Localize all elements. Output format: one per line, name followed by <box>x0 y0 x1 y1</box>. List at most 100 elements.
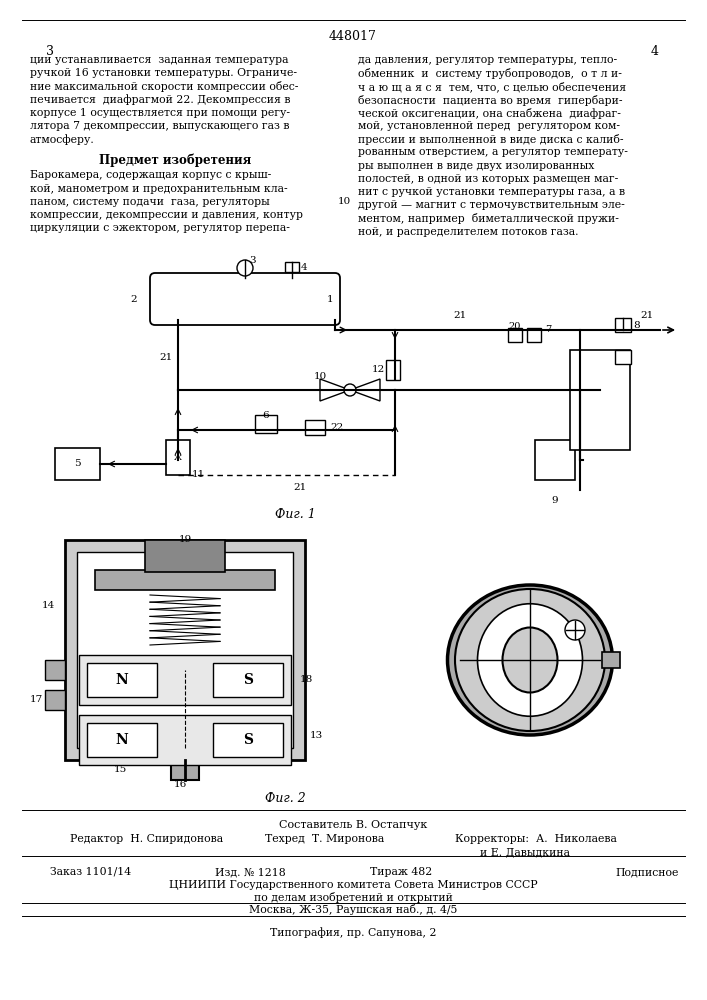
Text: 21: 21 <box>293 483 307 492</box>
Bar <box>95 570 275 590</box>
Text: 14: 14 <box>42 600 55 609</box>
Text: N: N <box>116 733 129 747</box>
Text: Подписное: Подписное <box>615 867 679 877</box>
Text: паном, систему подачи  газа, регуляторы: паном, систему подачи газа, регуляторы <box>30 197 270 207</box>
Text: 5: 5 <box>74 460 81 468</box>
Bar <box>87 663 157 697</box>
Ellipse shape <box>503 628 558 692</box>
Text: ч а ю щ а я с я  тем, что, с целью обеспечения: ч а ю щ а я с я тем, что, с целью обеспе… <box>358 81 626 92</box>
Text: 21: 21 <box>453 311 467 320</box>
Text: полостей, в одной из которых размещен маг-: полостей, в одной из которых размещен ма… <box>358 174 618 184</box>
Bar <box>171 760 199 780</box>
Text: нит с ручкой установки температуры газа, а в: нит с ручкой установки температуры газа,… <box>358 187 625 197</box>
Text: безопасности  пациента во время  гипербари-: безопасности пациента во время гипербари… <box>358 95 622 106</box>
Bar <box>79 655 291 705</box>
Text: Корректоры:  А.  Николаева: Корректоры: А. Николаева <box>455 834 617 844</box>
Text: 12: 12 <box>372 365 385 374</box>
Bar <box>79 715 291 765</box>
Text: 4: 4 <box>301 262 308 271</box>
Ellipse shape <box>448 585 612 735</box>
Text: 15: 15 <box>113 766 127 774</box>
FancyBboxPatch shape <box>150 273 340 325</box>
Ellipse shape <box>477 604 583 716</box>
Circle shape <box>237 260 253 276</box>
Text: Изд. № 1218: Изд. № 1218 <box>215 867 286 877</box>
Bar <box>145 540 225 572</box>
Bar <box>87 723 157 757</box>
Bar <box>615 350 631 364</box>
Polygon shape <box>350 379 380 401</box>
Bar <box>615 318 631 332</box>
Text: 10: 10 <box>313 372 327 381</box>
Text: ручкой 16 установки температуры. Ограниче-: ручкой 16 установки температуры. Огранич… <box>30 68 297 78</box>
Text: 11: 11 <box>192 470 205 479</box>
Text: Составитель В. Остапчук: Составитель В. Остапчук <box>279 820 427 830</box>
Bar <box>255 415 277 433</box>
Text: Барокамера, содержащая корпус с крыш-: Барокамера, содержащая корпус с крыш- <box>30 170 271 180</box>
Text: 21: 21 <box>640 311 653 320</box>
Text: Типография, пр. Сапунова, 2: Типография, пр. Сапунова, 2 <box>270 927 436 938</box>
Bar <box>305 420 325 435</box>
Text: другой — магнит с термочувствительным эле-: другой — магнит с термочувствительным эл… <box>358 200 625 210</box>
Bar <box>527 328 541 342</box>
Text: 3: 3 <box>46 45 54 58</box>
Bar <box>213 663 283 697</box>
Text: и Е. Давыдкина: и Е. Давыдкина <box>480 847 570 857</box>
Text: ментом, например  биметаллической пружи-: ментом, например биметаллической пружи- <box>358 213 619 224</box>
Bar <box>45 690 65 710</box>
Text: 8: 8 <box>633 320 640 330</box>
Text: 13: 13 <box>310 730 323 740</box>
Text: 7: 7 <box>545 325 551 334</box>
Bar <box>55 448 100 480</box>
Bar <box>77 552 293 748</box>
Text: 16: 16 <box>173 780 187 789</box>
Text: S: S <box>243 673 253 687</box>
Text: Предмет изобретения: Предмет изобретения <box>99 153 251 167</box>
Text: рованным отверстием, а регулятор температу-: рованным отверстием, а регулятор темпера… <box>358 147 628 157</box>
Bar <box>386 360 400 380</box>
Text: 9: 9 <box>551 496 559 505</box>
Polygon shape <box>320 379 350 401</box>
Text: ции устанавливается  заданная температура: ции устанавливается заданная температура <box>30 55 288 65</box>
Bar <box>166 440 190 475</box>
Text: лятора 7 декомпрессии, выпускающего газ в: лятора 7 декомпрессии, выпускающего газ … <box>30 121 289 131</box>
Bar <box>213 723 283 757</box>
Text: 1: 1 <box>327 294 334 304</box>
Bar <box>570 350 630 450</box>
Text: Фиг. 2: Фиг. 2 <box>264 792 305 805</box>
Text: ние максимальной скорости компрессии обес-: ние максимальной скорости компрессии обе… <box>30 81 298 92</box>
Text: корпусе 1 осуществляется при помощи регу-: корпусе 1 осуществляется при помощи регу… <box>30 108 290 118</box>
Bar <box>65 540 305 760</box>
Text: печивается  диафрагмой 22. Декомпрессия в: печивается диафрагмой 22. Декомпрессия в <box>30 95 291 105</box>
Text: S: S <box>243 733 253 747</box>
Text: 3: 3 <box>249 256 256 265</box>
Text: Заказ 1101/14: Заказ 1101/14 <box>50 867 131 877</box>
Text: 19: 19 <box>178 535 192 544</box>
Text: 6: 6 <box>263 411 269 420</box>
Bar <box>508 328 522 342</box>
Text: атмосферу.: атмосферу. <box>30 134 95 145</box>
Circle shape <box>565 620 585 640</box>
Text: 10: 10 <box>337 197 351 206</box>
Text: ры выполнен в виде двух изолированных: ры выполнен в виде двух изолированных <box>358 161 595 171</box>
Text: 22: 22 <box>330 424 344 432</box>
Text: ЦНИИПИ Государственного комитета Совета Министров СССР: ЦНИИПИ Государственного комитета Совета … <box>169 880 537 890</box>
Text: 17: 17 <box>30 696 43 704</box>
Text: Ж: Ж <box>174 454 182 462</box>
Bar <box>156 757 214 763</box>
Text: обменник  и  систему трубопроводов,  о т л и-: обменник и систему трубопроводов, о т л … <box>358 68 622 79</box>
Text: кой, манометром и предохранительным кла-: кой, манометром и предохранительным кла- <box>30 184 288 194</box>
Text: мой, установленной перед  регулятором ком-: мой, установленной перед регулятором ком… <box>358 121 620 131</box>
Text: 20: 20 <box>509 322 521 331</box>
Text: 18: 18 <box>300 676 313 684</box>
Text: 21: 21 <box>160 354 173 362</box>
Text: ной, и распределителем потоков газа.: ной, и распределителем потоков газа. <box>358 227 578 237</box>
Text: циркуляции с эжектором, регулятор перепа-: циркуляции с эжектором, регулятор перепа… <box>30 223 290 233</box>
Text: N: N <box>116 673 129 687</box>
Text: Тираж 482: Тираж 482 <box>370 867 432 877</box>
Text: по делам изобретений и открытий: по делам изобретений и открытий <box>254 892 452 903</box>
Text: Москва, Ж-35, Раушская наб., д. 4/5: Москва, Ж-35, Раушская наб., д. 4/5 <box>249 904 457 915</box>
Text: 448017: 448017 <box>329 30 377 43</box>
Text: Редактор  Н. Спиридонова: Редактор Н. Спиридонова <box>70 834 223 844</box>
Text: Техред  Т. Миронова: Техред Т. Миронова <box>265 834 384 844</box>
